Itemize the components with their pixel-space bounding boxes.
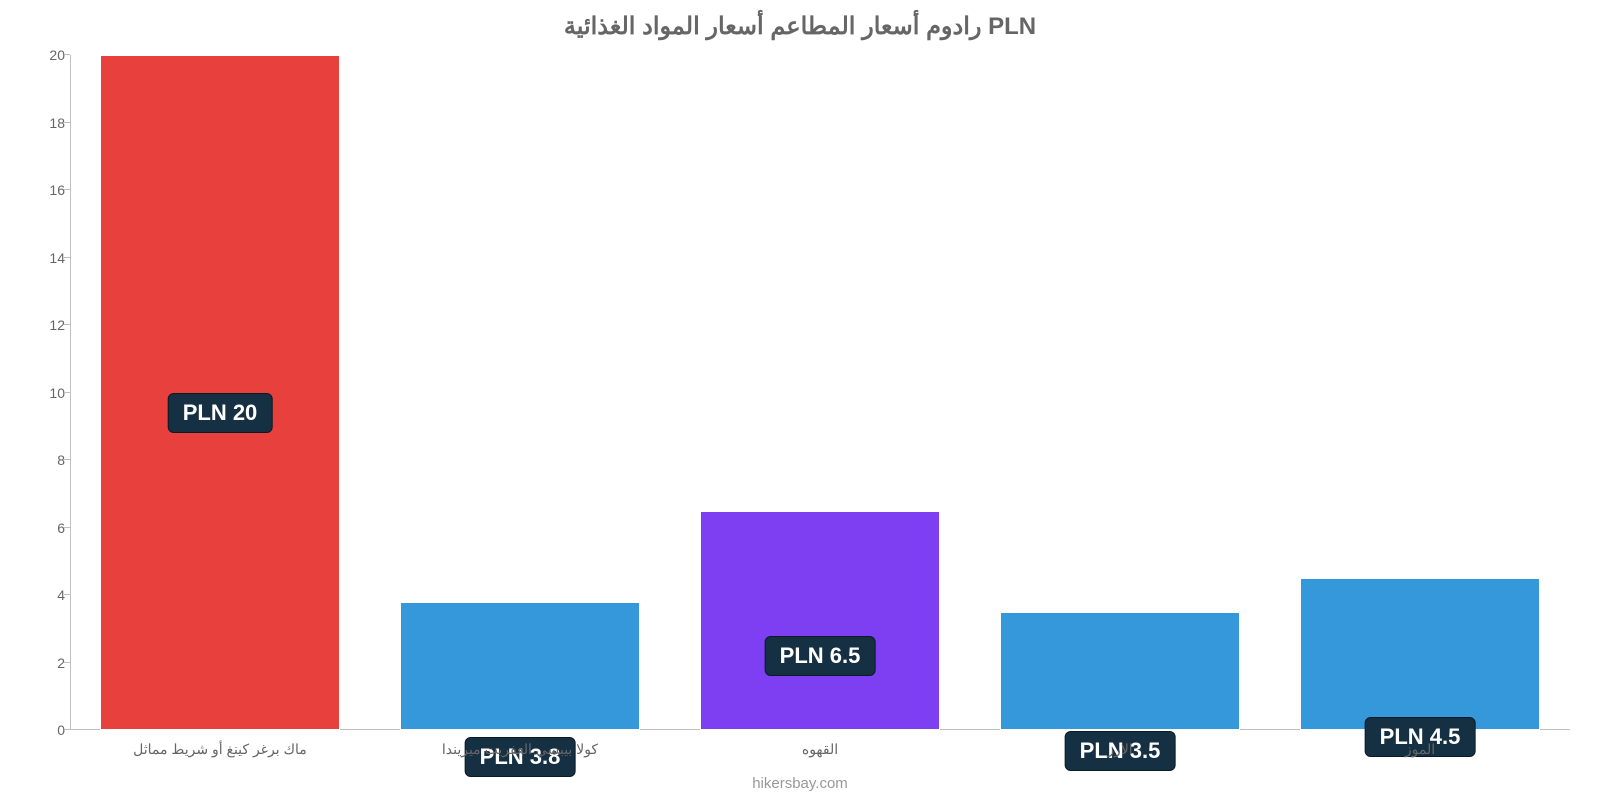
y-tick-mark — [64, 662, 70, 663]
bar — [1000, 612, 1240, 730]
y-tick-mark — [64, 122, 70, 123]
x-tick-label: الموز — [1270, 741, 1570, 758]
y-tick-mark — [64, 324, 70, 325]
y-tick-label: 0 — [25, 722, 65, 738]
bar-value-label: PLN 6.5 — [765, 636, 876, 676]
y-tick-mark — [64, 594, 70, 595]
x-tick-label: ماك برغر كينغ أو شريط مماثل — [70, 741, 370, 758]
y-axis: 02468101214161820 — [25, 55, 65, 730]
y-tick-mark — [64, 729, 70, 730]
y-tick-label: 6 — [25, 520, 65, 536]
bar-slot: PLN 20 — [70, 55, 370, 730]
plot: PLN 20PLN 3.8PLN 6.5PLN 3.5PLN 4.5 ماك ب… — [70, 55, 1570, 730]
bar-value-label: PLN 20 — [168, 393, 273, 433]
x-axis-labels: ماك برغر كينغ أو شريط مماثلكولا بيبسي ال… — [70, 741, 1570, 758]
y-tick-label: 10 — [25, 385, 65, 401]
chart-source: hikersbay.com — [0, 775, 1600, 792]
x-tick-label: كولا بيبسي العفريت ميريندا — [370, 741, 670, 758]
y-tick-label: 14 — [25, 250, 65, 266]
y-tick-mark — [64, 459, 70, 460]
bar-slot: PLN 3.5 — [970, 55, 1270, 730]
chart-title: رادوم أسعار المطاعم أسعار المواد الغذائي… — [0, 0, 1600, 41]
bar-slot: PLN 6.5 — [670, 55, 970, 730]
y-tick-mark — [64, 189, 70, 190]
bar — [700, 511, 940, 730]
x-tick-label: القهوه — [670, 741, 970, 758]
y-tick-label: 12 — [25, 317, 65, 333]
y-tick-label: 20 — [25, 47, 65, 63]
bar — [400, 602, 640, 730]
y-tick-mark — [64, 527, 70, 528]
chart-plot-area: 02468101214161820 PLN 20PLN 3.8PLN 6.5PL… — [70, 55, 1570, 730]
y-tick-mark — [64, 392, 70, 393]
y-tick-label: 4 — [25, 587, 65, 603]
x-tick-label: الارز — [970, 741, 1270, 758]
y-tick-label: 2 — [25, 655, 65, 671]
bar-slot: PLN 4.5 — [1270, 55, 1570, 730]
y-tick-label: 8 — [25, 452, 65, 468]
bar-group: PLN 20 PLN 3.8 PLN 6.5 PLN 3.5PLN 4.5 — [70, 55, 1570, 730]
y-tick-mark — [64, 257, 70, 258]
y-tick-label: 18 — [25, 115, 65, 131]
bar — [1300, 578, 1540, 730]
bar-slot: PLN 3.8 — [370, 55, 670, 730]
y-tick-label: 16 — [25, 182, 65, 198]
y-tick-mark — [64, 54, 70, 55]
